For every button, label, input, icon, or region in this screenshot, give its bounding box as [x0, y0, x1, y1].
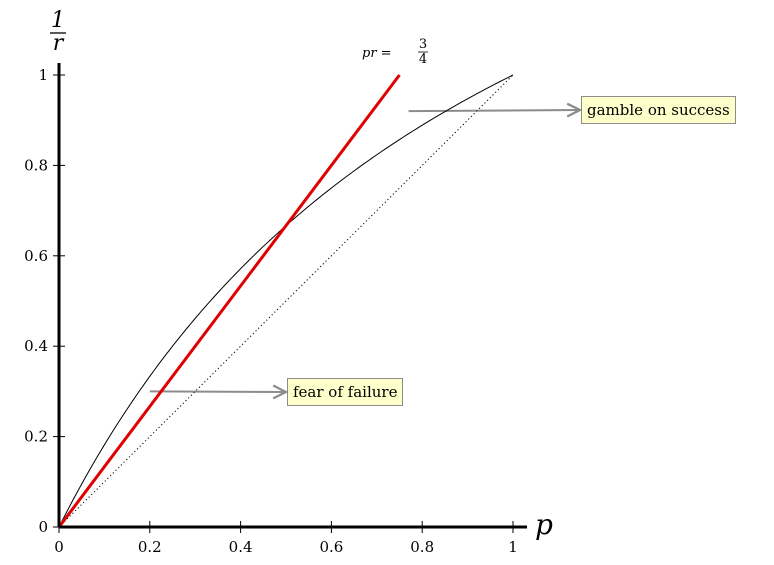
y-axis-label-denominator: r — [53, 31, 65, 56]
x-tick-label: 0 — [54, 538, 64, 556]
y-tick-label: 1 — [38, 66, 48, 84]
annotation-arrow — [149, 391, 286, 392]
curve-label-num: 3 — [419, 37, 427, 52]
curve-label-lhs: pr = — [362, 46, 396, 61]
x-tick-label: 0.2 — [138, 538, 162, 556]
y-tick-label: 0.2 — [24, 428, 48, 446]
x-tick-label: 0.4 — [229, 538, 253, 556]
curve-label-den: 4 — [419, 52, 427, 67]
x-tick-label: 1 — [508, 538, 518, 556]
series-red-line — [57, 74, 401, 528]
series-diagonal-dotted — [58, 74, 514, 528]
y-axis-label-numerator: 1 — [51, 8, 65, 33]
y-tick-label: 0.4 — [24, 337, 48, 355]
annotation-fear-of-failure: fear of failure — [287, 378, 404, 406]
y-tick-label: 0.8 — [24, 156, 48, 174]
x-tick-label: 0.8 — [410, 538, 434, 556]
y-tick-label: 0.6 — [24, 247, 48, 265]
annotation-arrow — [408, 110, 580, 111]
annotation-gamble-on-success: gamble on success — [581, 96, 736, 124]
x-tick-label: 0.6 — [319, 538, 343, 556]
y-tick-label: 0 — [38, 518, 48, 536]
x-axis-label: p — [535, 508, 553, 541]
